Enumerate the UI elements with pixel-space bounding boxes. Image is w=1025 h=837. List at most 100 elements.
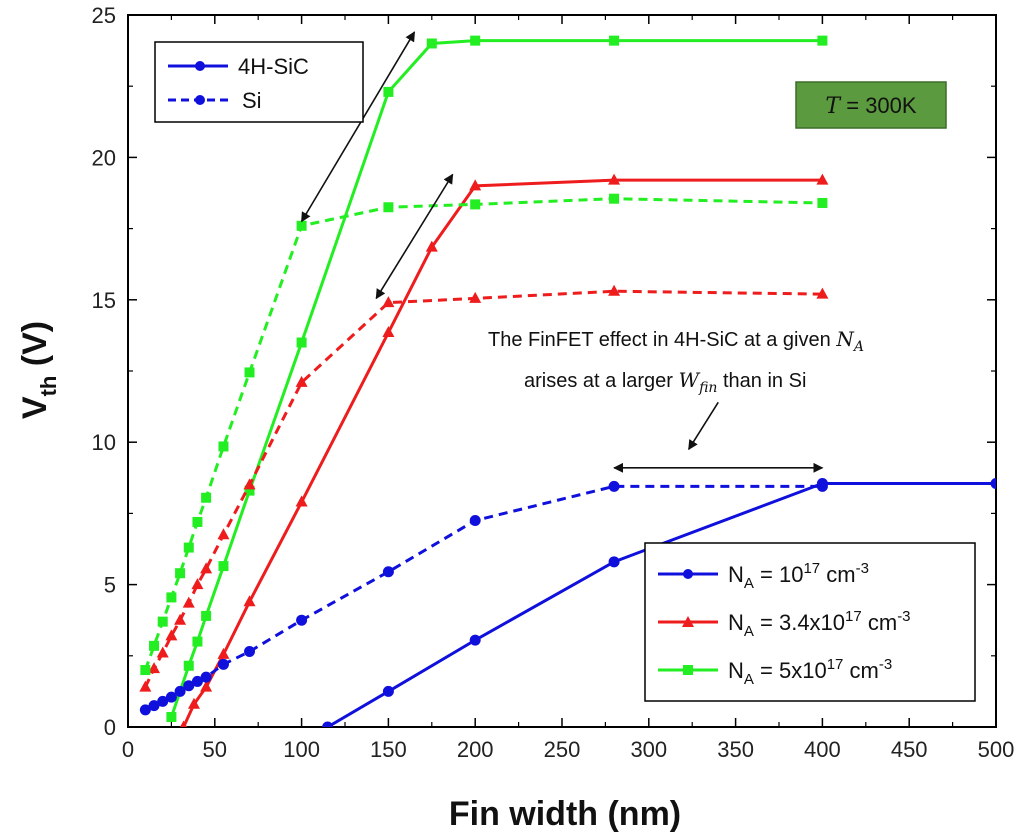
temperature-symbol: T	[825, 94, 842, 119]
data-point	[296, 220, 307, 231]
series-line-4h-sic-1e17	[326, 481, 996, 727]
data-point	[608, 556, 620, 568]
data-point	[608, 173, 621, 185]
legend-doping: NA = 1017 cm-3 NA = 3.4x1017 cm-3 NA = 5…	[644, 542, 976, 702]
y-tick-label: 10	[92, 430, 116, 455]
data-point	[322, 721, 334, 727]
legend-doping-label-1: NA = 1017 cm-3	[728, 560, 869, 592]
temperature-label: T = 300K	[825, 93, 916, 119]
x-tick-label: 500	[978, 737, 1015, 762]
data-point	[383, 202, 394, 213]
data-point	[295, 375, 308, 387]
data-point	[157, 616, 168, 627]
data-point	[149, 640, 160, 651]
data-point	[990, 477, 996, 489]
annotation-line-2-var: W	[679, 368, 701, 392]
data-point	[156, 646, 169, 658]
data-point	[608, 284, 621, 296]
x-tick-label: 50	[203, 737, 227, 762]
data-point	[470, 35, 481, 46]
data-point	[140, 665, 151, 676]
x-tick-label: 200	[457, 737, 494, 762]
y-axis-title-main: V	[16, 396, 54, 419]
data-point	[200, 562, 213, 574]
data-point	[201, 610, 212, 621]
data-point	[200, 671, 212, 683]
data-point	[296, 337, 307, 348]
temperature-box: T = 300K	[795, 81, 947, 129]
legend-material: 4H-SiC Si	[154, 41, 364, 123]
x-tick-label: 150	[370, 737, 407, 762]
legend-doping-label-2: NA = 3.4x1017 cm-3	[728, 608, 911, 640]
data-point	[470, 199, 481, 210]
data-point	[217, 658, 229, 670]
x-tick-label: 250	[544, 737, 581, 762]
annotation-line-2: arises at a larger Wfin than in Si	[524, 368, 806, 396]
legend-material-label-sic: 4H-SiC	[238, 54, 309, 79]
data-point	[174, 613, 187, 625]
data-point	[165, 629, 178, 641]
y-axis-title-suffix: (V)	[16, 321, 54, 376]
data-point	[192, 516, 203, 527]
data-point	[139, 704, 151, 716]
x-tick-label: 300	[630, 737, 667, 762]
x-tick-label: 0	[122, 737, 134, 762]
data-point	[217, 528, 230, 540]
annotation-line-1-var: N	[835, 327, 855, 351]
y-axis-title: Vth (V)	[16, 321, 61, 419]
y-tick-label: 0	[104, 715, 116, 740]
data-point	[218, 441, 229, 452]
annotation-line-1: The FinFET effect in 4H-SiC at a given N…	[488, 327, 864, 355]
plot-area: 0 50 100 150 200 250 300 350 400 450 500 0 5 10 15 20 25	[92, 3, 1015, 762]
data-point	[139, 680, 152, 692]
data-point	[244, 485, 255, 496]
y-tick-label: 25	[92, 3, 116, 28]
temperature-value: 300K	[865, 93, 917, 118]
annotation-line-2-before: arises at a larger	[524, 370, 679, 392]
legend-material-label-si: Si	[242, 88, 262, 113]
data-point	[469, 291, 482, 303]
annotation-line-1-var-sub: A	[852, 339, 864, 355]
data-point	[426, 38, 437, 49]
y-tick-label: 5	[104, 573, 116, 598]
data-point	[157, 695, 169, 707]
data-point	[183, 542, 194, 553]
y-axis-title-sub: th	[36, 376, 61, 397]
data-point	[609, 193, 620, 204]
data-point	[296, 614, 308, 626]
data-point	[187, 697, 200, 709]
x-tick-label: 350	[717, 737, 754, 762]
annotation-arrows	[300, 31, 824, 473]
x-axis-title: Fin width (nm)	[449, 795, 681, 833]
x-tick-label: 400	[804, 737, 841, 762]
data-point	[191, 675, 203, 687]
data-point	[243, 478, 256, 490]
annotation-arrow-1	[300, 31, 416, 223]
data-point	[816, 173, 829, 185]
data-point	[469, 179, 482, 191]
data-point	[201, 492, 212, 503]
annotation-line-2-after: than in Si	[717, 370, 806, 392]
data-point	[383, 86, 394, 97]
data-point	[469, 634, 481, 646]
data-point	[192, 636, 203, 647]
data-point	[382, 685, 394, 697]
data-point	[218, 561, 229, 572]
y-tick-label: 15	[92, 288, 116, 313]
data-point	[382, 296, 395, 308]
data-point	[182, 596, 195, 608]
data-point	[608, 480, 620, 492]
data-point	[148, 662, 161, 674]
data-point	[166, 592, 177, 603]
annotation-arrow-4	[688, 401, 719, 451]
data-point	[816, 480, 828, 492]
legend-material-marker-si	[195, 95, 205, 105]
data-point	[243, 595, 256, 607]
data-point	[382, 326, 395, 338]
annotation-text: The FinFET effect in 4H-SiC at a given N…	[488, 327, 864, 396]
data-point	[175, 568, 186, 579]
data-point	[817, 35, 828, 46]
annotation-line-2-var-sub: fin	[698, 380, 717, 396]
data-point	[817, 197, 828, 208]
